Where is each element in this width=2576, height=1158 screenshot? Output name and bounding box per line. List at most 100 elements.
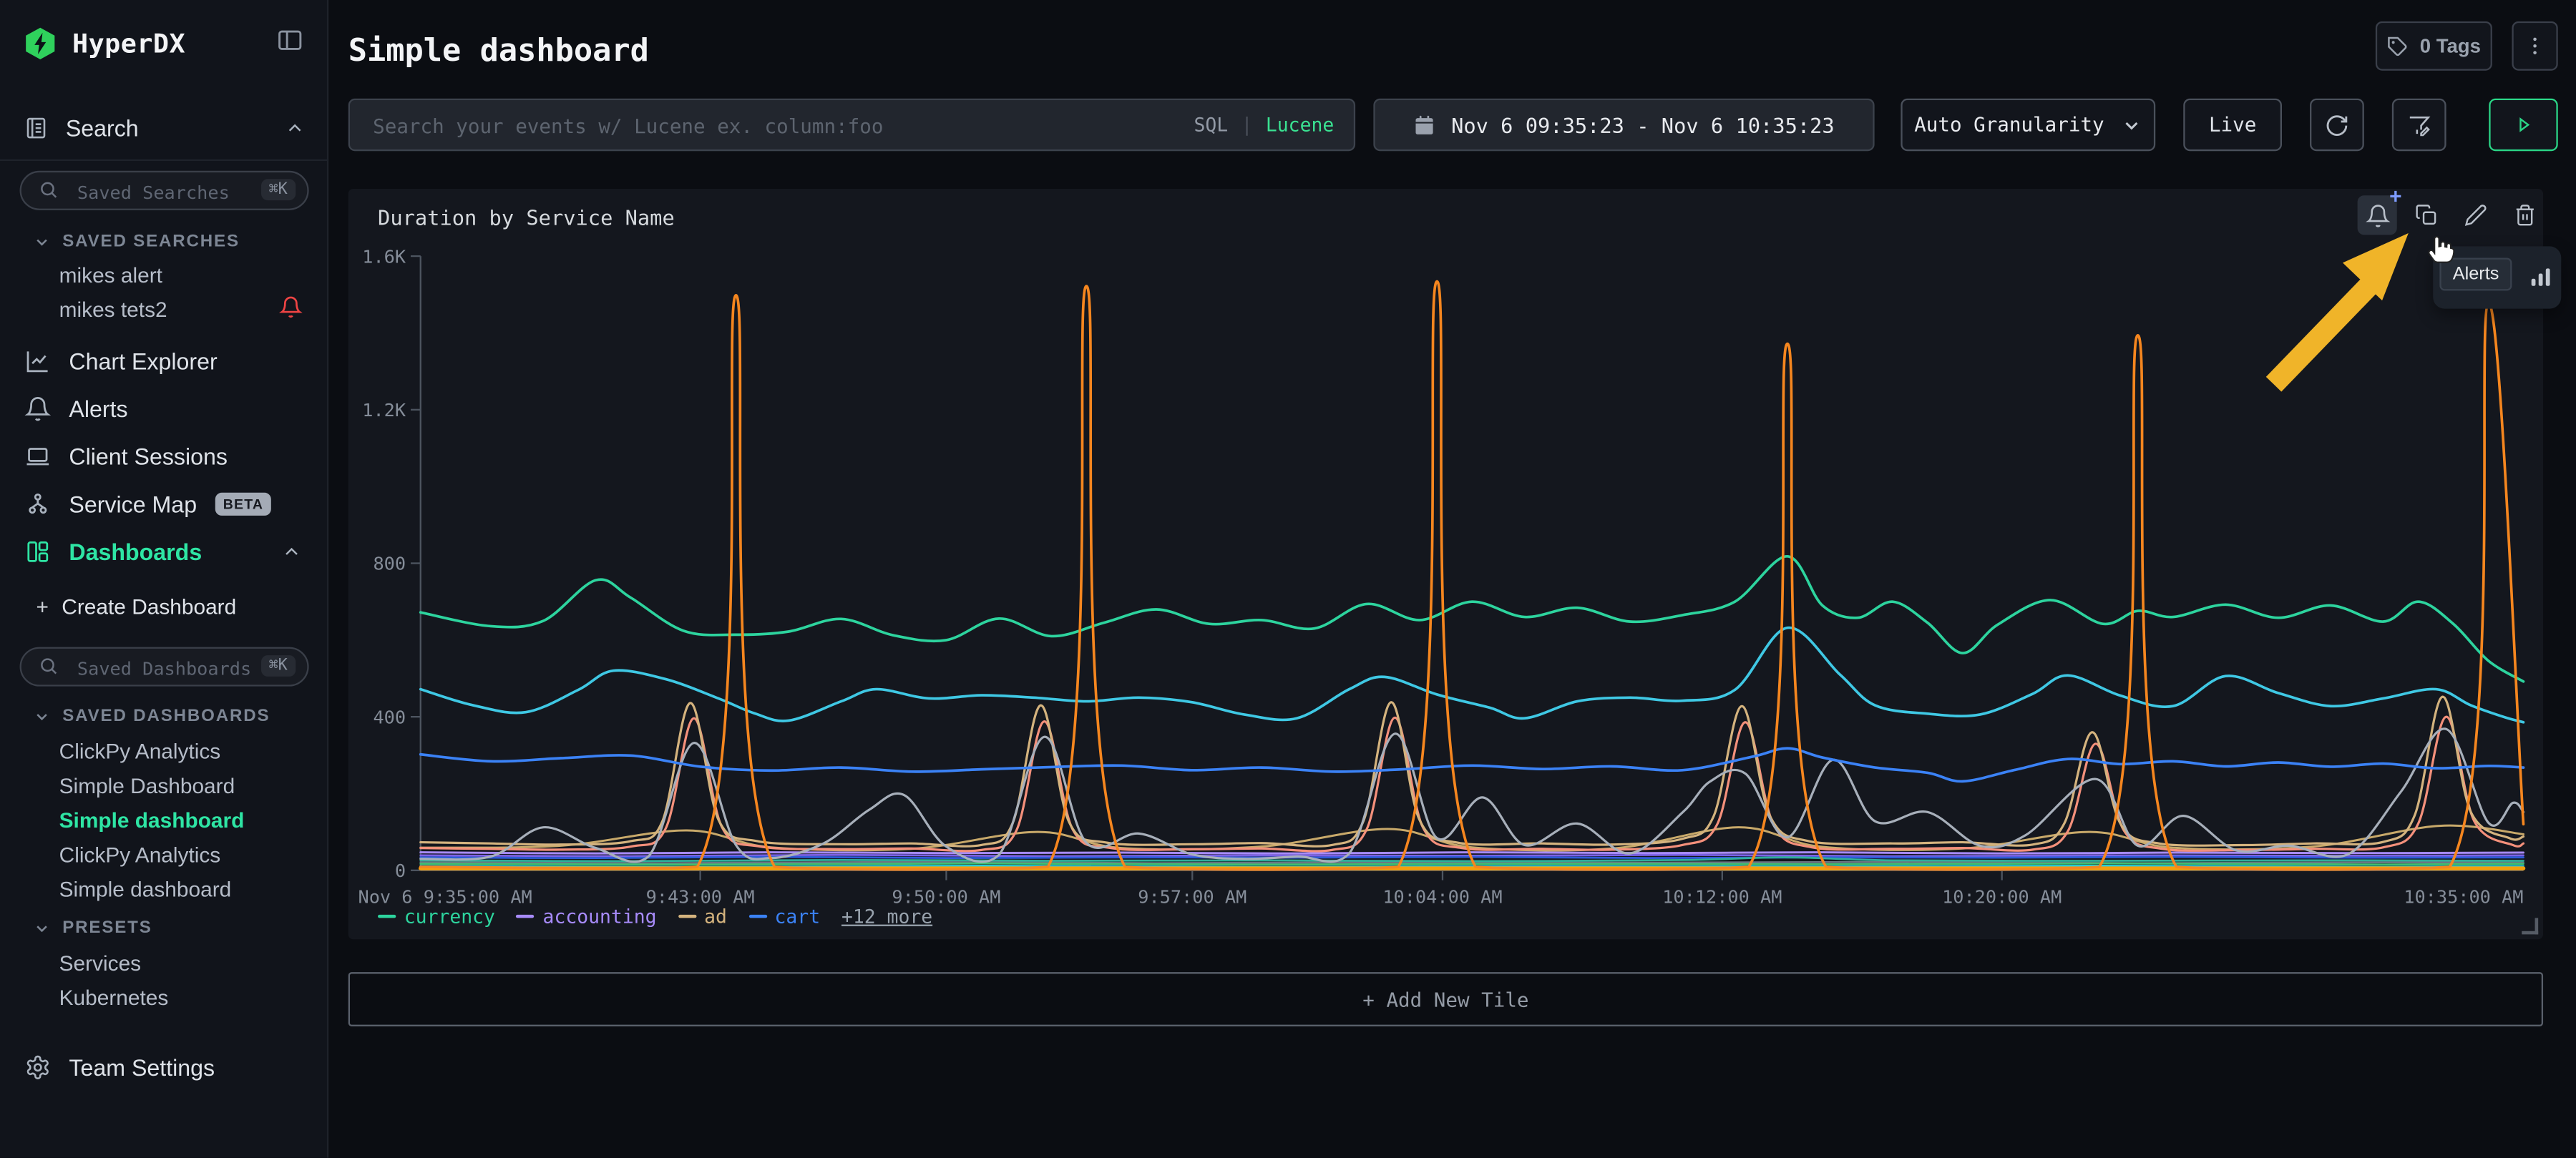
svg-text:10:12:00 AM: 10:12:00 AM [1662, 887, 1782, 908]
shortcut-badge: ⌘K [260, 655, 296, 677]
sidebar-item-team-settings[interactable]: Team Settings [23, 1054, 306, 1081]
legend-item-ad[interactable]: ad [678, 905, 727, 928]
dashboard-tile: Duration by Service Name + 0 400 800 1.2K 1.… [348, 184, 2562, 940]
svg-text:1.6K: 1.6K [362, 246, 406, 267]
preset-item[interactable]: Services [59, 951, 142, 976]
event-search-box[interactable]: SQL | Lucene [348, 98, 1356, 152]
calendar-icon [1413, 113, 1436, 136]
time-range-value: Nov 6 09:35:23 - Nov 6 10:35:23 [1451, 112, 1835, 137]
sql-toggle[interactable]: SQL [1194, 113, 1229, 137]
sidebar-item-client-sessions[interactable]: Client Sessions [23, 443, 306, 470]
tile-alert-button[interactable]: + [2357, 184, 2402, 235]
brand-name: HyperDX [72, 28, 186, 59]
event-search-input[interactable] [369, 102, 1165, 152]
saved-dashboards-input[interactable] [74, 648, 258, 688]
service-map-icon [23, 491, 51, 517]
live-button[interactable]: Live [2183, 98, 2283, 152]
tile-delete-button[interactable] [2505, 195, 2545, 235]
chevron-down-icon [36, 238, 47, 245]
alerts-tooltip: Alerts [2439, 257, 2512, 291]
add-new-tile-button[interactable]: + Add New Tile [348, 972, 2544, 1026]
legend-swatch [516, 914, 535, 918]
saved-dashboard-item[interactable]: ClickPy Analytics [59, 842, 221, 868]
bell-icon [23, 396, 51, 422]
shortcut-badge: ⌘K [260, 179, 296, 201]
search-icon [38, 179, 59, 200]
chart-explorer-icon [23, 348, 51, 375]
saved-search-item[interactable]: mikes tets2 [59, 297, 167, 322]
saved-searches-search[interactable]: ⌘K [19, 170, 309, 212]
sidebar-item-dashboards[interactable]: Dashboards [23, 539, 306, 565]
legend-swatch [748, 914, 767, 918]
page-title: Simple dashboard [348, 32, 649, 69]
legend-item-currency[interactable]: currency [378, 905, 495, 928]
tile-edit-button[interactable] [2456, 195, 2495, 235]
tags-button[interactable]: 0 Tags [2375, 21, 2492, 71]
legend-item-accounting[interactable]: accounting [516, 905, 657, 928]
tile-resize-handle[interactable] [2522, 918, 2539, 935]
refresh-button[interactable] [2310, 98, 2364, 152]
sidebar-item-alerts[interactable]: Alerts [23, 396, 306, 422]
tile-actions: + [2357, 184, 2545, 235]
svg-text:9:50:00 AM: 9:50:00 AM [892, 887, 1000, 908]
main-content: Simple dashboard 0 Tags SQL | Lucene Nov… [328, 0, 2576, 1158]
saved-dashboard-item[interactable]: Simple dashboard [59, 877, 232, 902]
duration-chart[interactable]: 0 400 800 1.2K 1.6K Nov 6 9:35:00 AM 9:43:00 A… [348, 240, 2543, 946]
chart-legend: currency accounting ad cart +12 more [378, 905, 932, 928]
create-dashboard-button[interactable]: + Create Dashboard [36, 594, 237, 619]
svg-text:1.2K: 1.2K [362, 400, 406, 421]
saved-dashboard-item[interactable]: Simple Dashboard [59, 773, 235, 798]
more-options-button[interactable] [2512, 21, 2558, 71]
chevron-down-icon [36, 925, 47, 932]
presets-section-header[interactable]: PRESETS [33, 918, 152, 938]
chevron-down-icon [36, 712, 47, 720]
brand[interactable]: HyperDX [23, 26, 185, 61]
legend-item-cart[interactable]: cart [748, 905, 820, 928]
sidebar-item-service-map[interactable]: Service Map BETA [23, 491, 306, 517]
laptop-icon [23, 443, 51, 470]
filter-edit-icon [2409, 115, 2431, 136]
copy-icon [2416, 205, 2436, 225]
query-language-toggle: SQL | Lucene [1194, 113, 1335, 137]
tile-duplicate-button[interactable] [2406, 195, 2446, 235]
svg-text:800: 800 [373, 554, 406, 574]
preset-item[interactable]: Kubernetes [59, 985, 169, 1010]
beta-badge: BETA [215, 492, 272, 516]
saved-dashboards-search[interactable]: ⌘K [19, 647, 309, 688]
plus-icon: + [36, 594, 49, 619]
time-range-picker[interactable]: Nov 6 09:35:23 - Nov 6 10:35:23 [1373, 98, 1875, 152]
search-icon [38, 655, 59, 677]
chevron-up-icon[interactable] [284, 117, 306, 139]
plus-icon: + [2389, 184, 2402, 209]
play-icon [2519, 117, 2530, 132]
svg-text:10:35:00 AM: 10:35:00 AM [2404, 887, 2523, 908]
sidebar-item-search[interactable]: Search [23, 114, 306, 142]
bell-plus-icon [2364, 204, 2390, 227]
tag-icon [2387, 35, 2409, 57]
sidebar-item-chart-explorer[interactable]: Chart Explorer [23, 348, 306, 375]
sidebar-item-label: Search [65, 114, 139, 142]
chevron-down-icon [2124, 121, 2137, 129]
alerts-popover: Alerts [2433, 246, 2562, 309]
pencil-icon [2464, 205, 2487, 226]
legend-swatch [378, 914, 396, 918]
saved-searches-section-header[interactable]: SAVED SEARCHES [33, 232, 240, 251]
alert-bell-icon [279, 295, 303, 318]
run-query-button[interactable] [2489, 98, 2558, 152]
filter-button[interactable] [2391, 98, 2446, 152]
bar-chart-icon [2528, 265, 2552, 289]
lucene-toggle[interactable]: Lucene [1265, 113, 1335, 137]
saved-searches-input[interactable] [74, 172, 258, 212]
granularity-select[interactable]: Auto Granularity [1901, 98, 2156, 152]
saved-dashboard-item[interactable]: ClickPy Analytics [59, 739, 221, 764]
legend-more-link[interactable]: +12 more [841, 905, 933, 928]
legend-swatch [678, 914, 696, 918]
collapse-sidebar-icon[interactable] [276, 26, 304, 54]
svg-text:9:57:00 AM: 9:57:00 AM [1138, 887, 1246, 908]
chevron-up-icon[interactable] [278, 541, 306, 562]
saved-search-item[interactable]: mikes alert [59, 262, 162, 288]
saved-dashboard-item-active[interactable]: Simple dashboard [59, 808, 245, 833]
saved-dashboards-section-header[interactable]: SAVED DASHBOARDS [33, 706, 270, 726]
search-journal-icon [23, 115, 49, 142]
dashboards-icon [23, 539, 51, 565]
